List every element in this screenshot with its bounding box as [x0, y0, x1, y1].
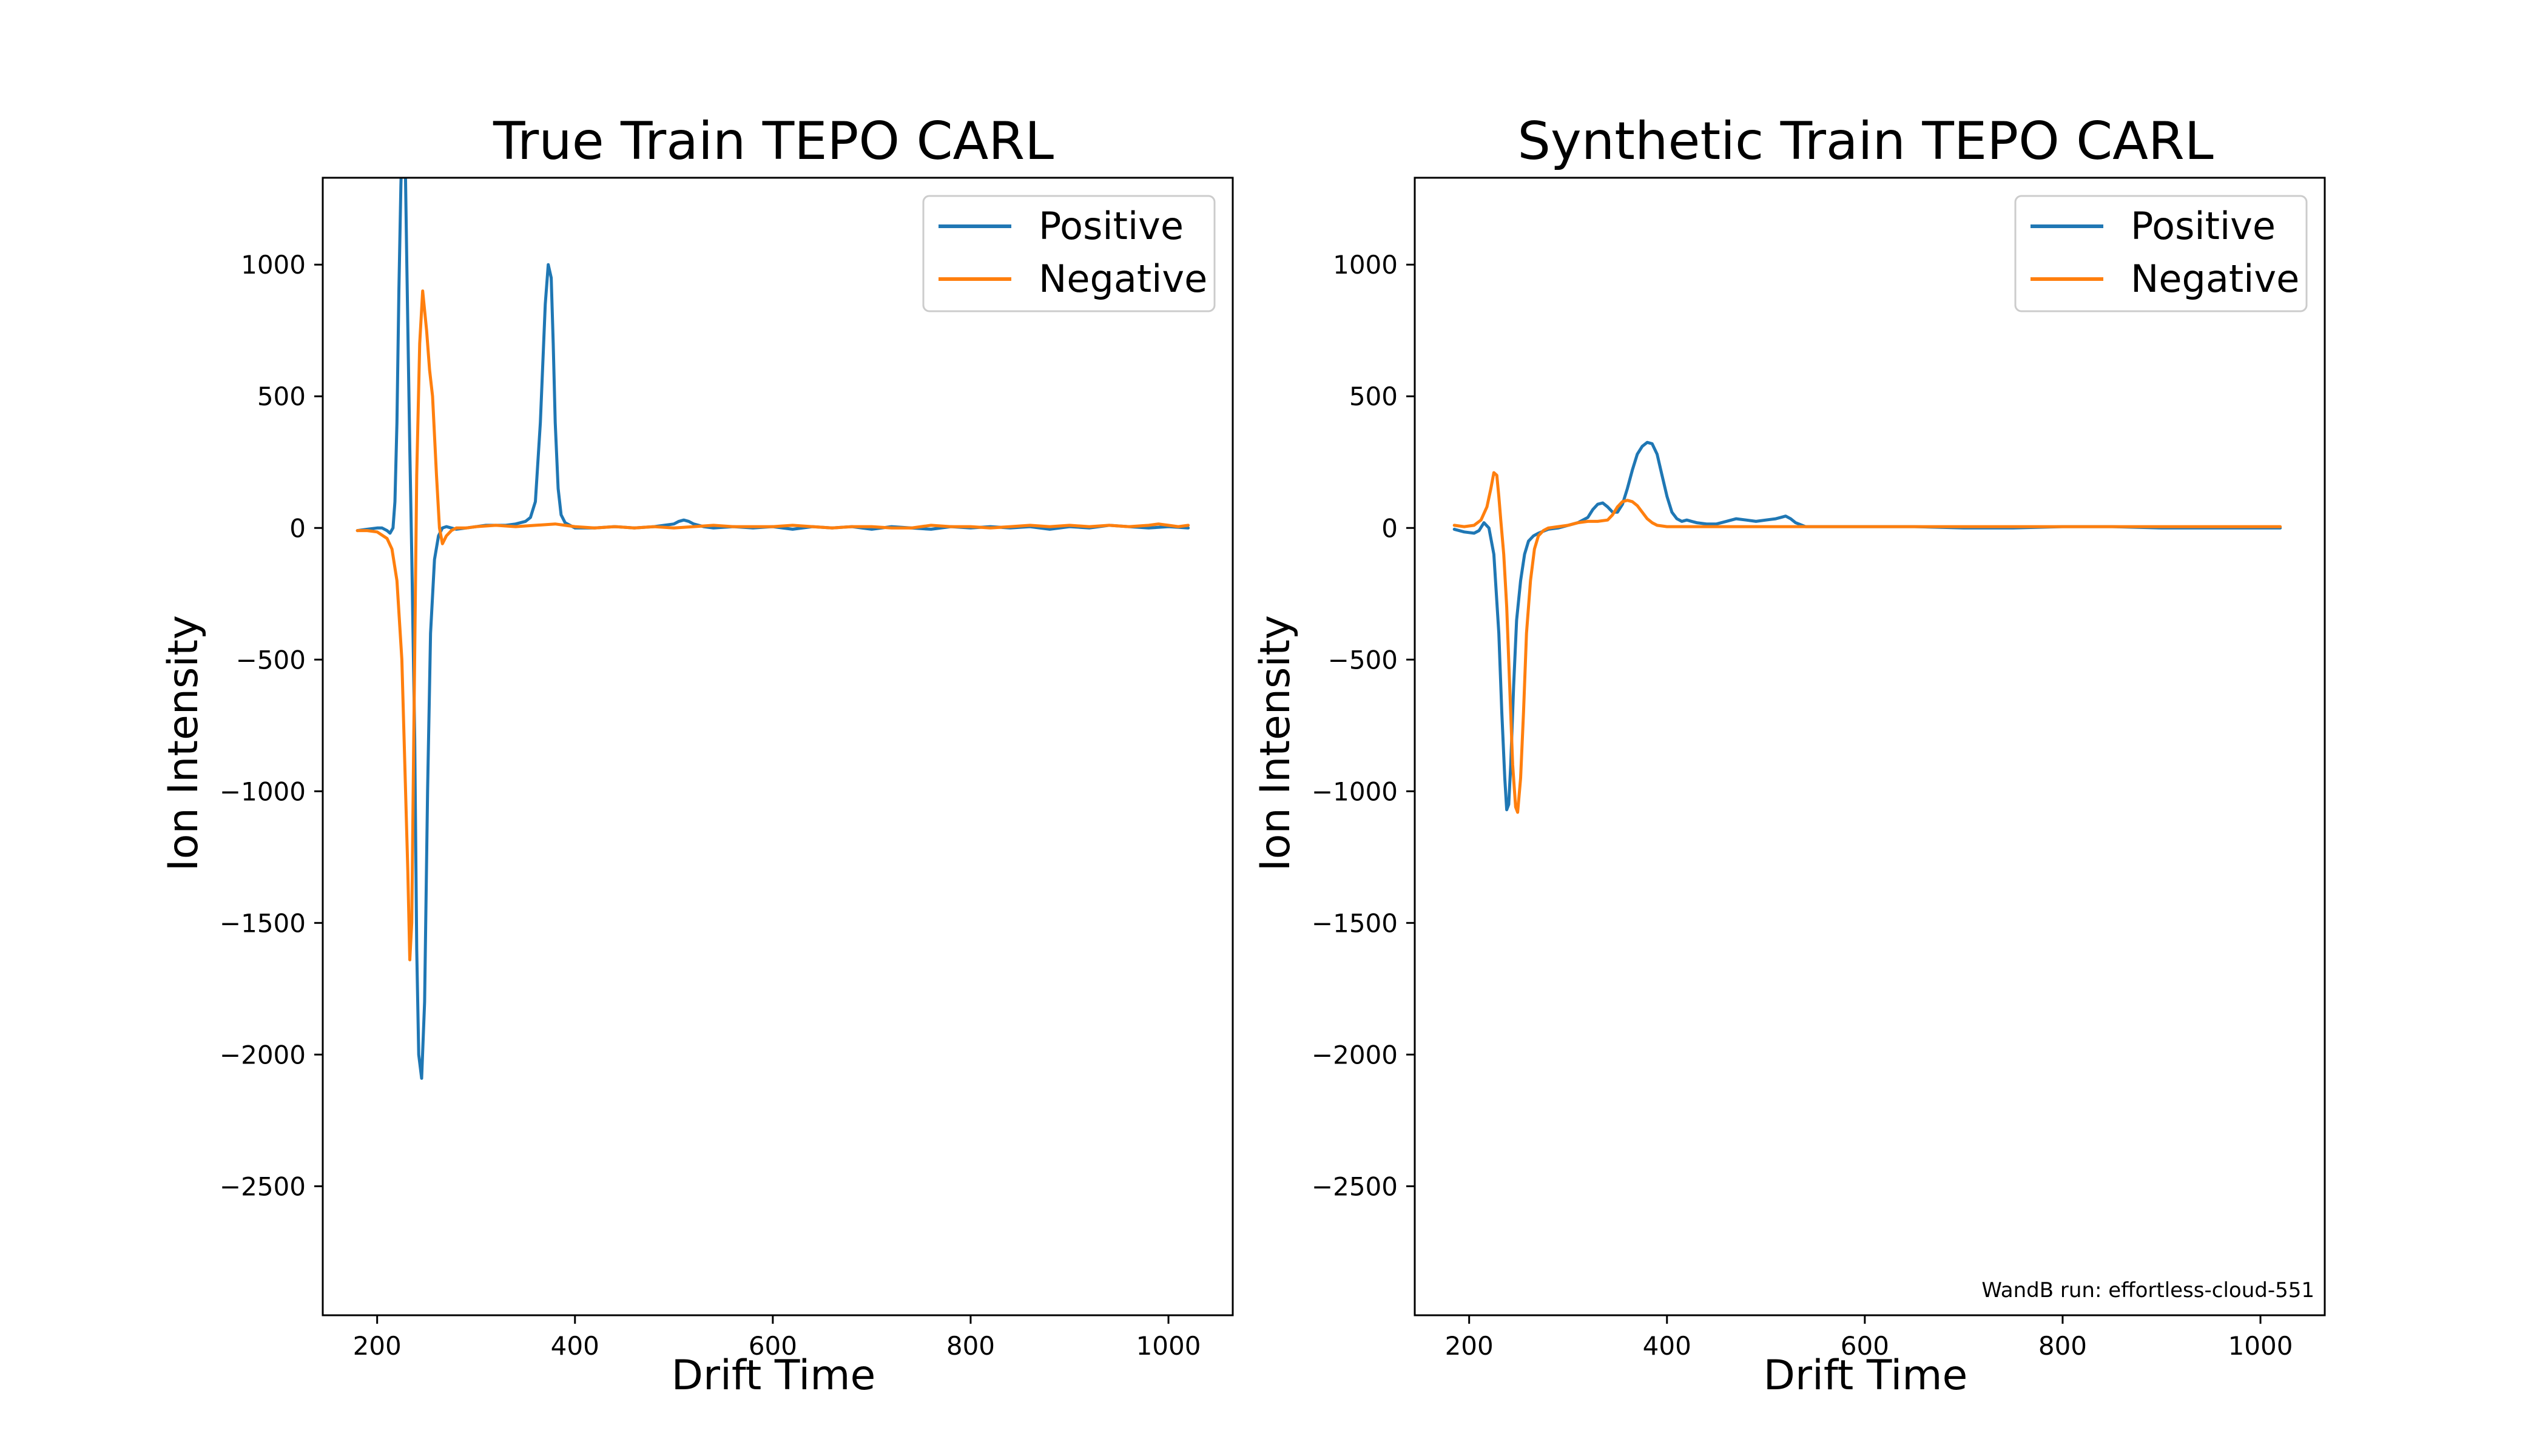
legend-label: Negative [2131, 257, 2299, 301]
x-tick-label: 200 [353, 1331, 402, 1361]
y-tick-label: 0 [289, 513, 306, 543]
series-line-negative [1452, 471, 2282, 814]
x-tick-label: 400 [551, 1331, 599, 1361]
y-tick-label: −1500 [220, 908, 306, 938]
y-tick-label: 500 [1349, 382, 1398, 411]
x-tick-label: 800 [946, 1331, 995, 1361]
x-tick-label: 1000 [2228, 1331, 2293, 1361]
x-axis-label: Drift Time [1764, 1352, 1968, 1400]
legend: Positive Negative [922, 195, 1216, 312]
wandb-run-annotation: WandB run: effortless-cloud-551 [1981, 1278, 2314, 1303]
plot-area: 200 400 600 800 1000 1000 500 0 −500 −1000 −1500 −2… [220, 177, 1234, 1361]
chart-title: Synthetic Train TEPO CARL [1517, 111, 2213, 172]
y-tick-label: −2500 [220, 1171, 306, 1201]
legend-label: Positive [1039, 204, 1184, 248]
y-tick-label: 0 [1381, 513, 1398, 543]
y-tick-label: −2500 [1312, 1171, 1398, 1201]
y-tick-label: 1000 [1333, 250, 1398, 280]
y-tick-label: 1000 [241, 250, 306, 280]
y-tick-label: 500 [257, 382, 306, 411]
y-tick-label: −1500 [1312, 908, 1398, 938]
y-tick-label: −1000 [1312, 777, 1398, 806]
y-tick-label: −500 [1328, 645, 1398, 675]
axes-frame [1414, 177, 2326, 1316]
legend-label: Negative [1039, 257, 1207, 301]
y-tick-label: −2000 [220, 1040, 306, 1070]
chart-title: True Train TEPO CARL [493, 111, 1054, 172]
x-tick-label: 600 [1841, 1331, 1889, 1361]
legend-label: Positive [2131, 204, 2276, 248]
plot-area: 200 400 600 800 1000 1000 500 0 −500 −1000 −1500 −2… [1312, 177, 2326, 1361]
y-tick-label: −2000 [1312, 1040, 1398, 1070]
y-tick-label: −500 [236, 645, 306, 675]
x-tick-label: 600 [749, 1331, 797, 1361]
panel-true-train: True Train TEPO CARL Drift Time Ion Inte… [160, 111, 1234, 1400]
legend: Positive Negative [2014, 195, 2308, 312]
x-tick-label: 200 [1445, 1331, 1494, 1361]
x-tick-label: 800 [2038, 1331, 2087, 1361]
x-tick-label: 400 [1643, 1331, 1691, 1361]
y-axis-label: Ion Intensity [160, 615, 207, 871]
x-axis-label: Drift Time [672, 1352, 876, 1400]
y-tick-label: −1000 [220, 777, 306, 806]
axes-frame [322, 177, 1234, 1316]
y-axis-label: Ion Intensity [1252, 615, 1299, 871]
x-tick-label: 1000 [1136, 1331, 1201, 1361]
series-line-negative [356, 289, 1190, 962]
panel-synthetic-train: Synthetic Train TEPO CARL Drift Time Ion… [1252, 111, 2326, 1400]
